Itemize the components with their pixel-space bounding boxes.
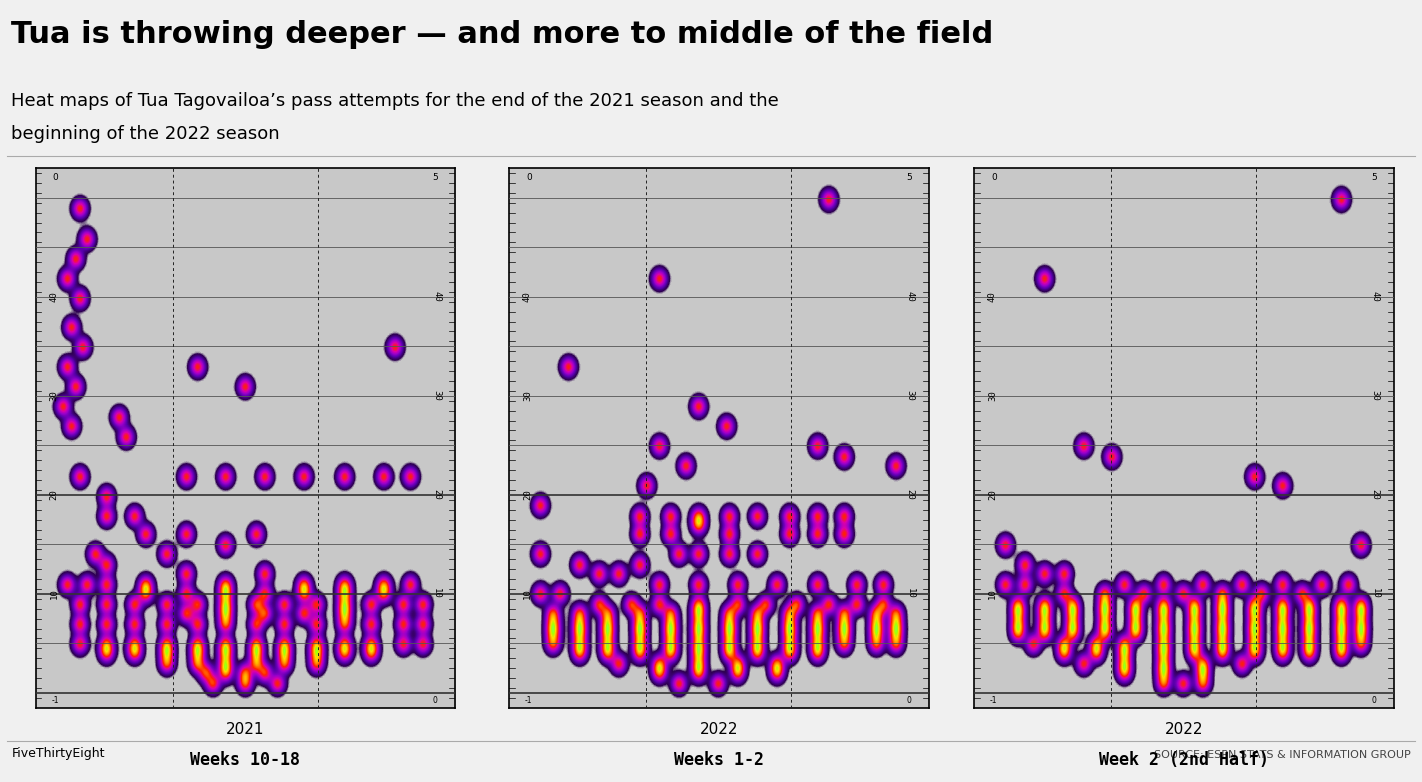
- Text: 5: 5: [432, 173, 438, 182]
- Text: Tua is throwing deeper — and more to middle of the field: Tua is throwing deeper — and more to mid…: [11, 20, 994, 48]
- Text: SOURCE: ESPN STATS & INFORMATION GROUP: SOURCE: ESPN STATS & INFORMATION GROUP: [1153, 750, 1411, 760]
- Text: 5: 5: [1371, 173, 1376, 182]
- Text: beginning of the 2022 season: beginning of the 2022 season: [11, 125, 280, 143]
- Text: 30: 30: [1371, 390, 1379, 401]
- Text: 0: 0: [432, 696, 438, 705]
- Text: 30: 30: [988, 390, 997, 401]
- Text: Week 2 (2nd Half): Week 2 (2nd Half): [1099, 751, 1268, 769]
- Text: FiveThirtyEight: FiveThirtyEight: [11, 747, 105, 760]
- Text: 30: 30: [432, 390, 441, 401]
- Text: 20: 20: [1371, 490, 1379, 500]
- Text: 5: 5: [906, 173, 912, 182]
- Text: 20: 20: [50, 490, 58, 500]
- Text: 30: 30: [523, 390, 532, 401]
- Text: -1: -1: [51, 696, 60, 705]
- Text: 30: 30: [50, 390, 58, 401]
- Text: 10: 10: [432, 589, 441, 599]
- Text: 20: 20: [523, 490, 532, 500]
- Text: 30: 30: [906, 390, 914, 401]
- Text: 40: 40: [50, 292, 58, 302]
- Text: 0: 0: [526, 173, 532, 182]
- Text: 40: 40: [906, 292, 914, 302]
- Text: 20: 20: [432, 490, 441, 500]
- Text: -1: -1: [525, 696, 533, 705]
- Text: 40: 40: [988, 292, 997, 302]
- Text: 2021: 2021: [226, 722, 264, 737]
- Text: 10: 10: [906, 589, 914, 599]
- Text: 0: 0: [53, 173, 58, 182]
- Text: 10: 10: [523, 589, 532, 599]
- Text: 10: 10: [1371, 589, 1379, 599]
- Text: 40: 40: [523, 292, 532, 302]
- Text: 2022: 2022: [700, 722, 738, 737]
- Text: 40: 40: [432, 292, 441, 302]
- Text: 20: 20: [988, 490, 997, 500]
- Text: 40: 40: [1371, 292, 1379, 302]
- Text: 10: 10: [50, 589, 58, 599]
- Text: 10: 10: [988, 589, 997, 599]
- Text: Weeks 1-2: Weeks 1-2: [674, 751, 764, 769]
- Text: 20: 20: [906, 490, 914, 500]
- Text: 0: 0: [906, 696, 912, 705]
- Text: Heat maps of Tua Tagovailoa’s pass attempts for the end of the 2021 season and t: Heat maps of Tua Tagovailoa’s pass attem…: [11, 92, 779, 110]
- Text: 0: 0: [991, 173, 997, 182]
- Text: Weeks 10-18: Weeks 10-18: [191, 751, 300, 769]
- Text: 2022: 2022: [1165, 722, 1203, 737]
- Text: -1: -1: [990, 696, 998, 705]
- Text: 0: 0: [1371, 696, 1376, 705]
